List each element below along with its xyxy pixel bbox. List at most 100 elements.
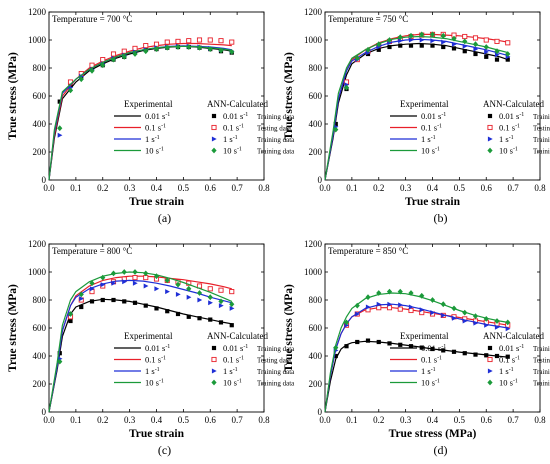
- marker-square-open: [211, 356, 217, 363]
- marker-square: [473, 51, 478, 57]
- marker-square-open: [186, 38, 192, 44]
- marker-square-open: [462, 33, 468, 40]
- legend-rate-exponent: -1: [161, 124, 166, 130]
- marker-diamond: [207, 294, 213, 301]
- legend-ann-rate-exponent: -1: [233, 367, 238, 373]
- legend-rate-label: 1 s-1: [421, 366, 436, 376]
- marker-square-open: [229, 39, 235, 45]
- marker-diamond: [132, 269, 138, 275]
- marker-square: [387, 341, 392, 346]
- legend-ann-rate-label: 1 s-1: [499, 134, 514, 144]
- marker-diamond: [343, 319, 350, 326]
- legend-ann-rate-label: 1 s-1: [499, 366, 514, 376]
- marker-square: [376, 339, 381, 345]
- marker-diamond: [483, 44, 489, 50]
- marker-square: [122, 299, 127, 304]
- x-axis-label: True strain: [129, 196, 185, 208]
- legend-data-type: Training data: [257, 113, 295, 121]
- legend-data-type: Testing data: [533, 357, 550, 365]
- x-tick-label: 0.0: [319, 183, 331, 193]
- panel-label: (d): [434, 443, 448, 457]
- y-axis-label: True stress (MPa): [7, 52, 19, 140]
- marker-diamond: [143, 270, 149, 277]
- marker-square-open: [229, 289, 235, 295]
- y-tick-label: 200: [33, 379, 47, 389]
- legend-rate-label: 10 s-1: [145, 146, 164, 156]
- marker-triangle: [473, 320, 479, 326]
- marker-triangle: [175, 291, 181, 297]
- legend-ann-rate-exponent: -1: [233, 135, 238, 141]
- marker-square: [376, 47, 381, 52]
- legend-rate-exponent: -1: [441, 344, 446, 350]
- marker-square: [387, 44, 392, 50]
- legend-ann-title: ANN-Calculated: [207, 99, 268, 109]
- legend-rate-exponent: -1: [435, 379, 440, 385]
- marker-diamond: [67, 311, 74, 317]
- marker-diamond: [333, 126, 339, 133]
- marker-diamond: [186, 285, 192, 292]
- marker-diamond: [110, 270, 117, 277]
- marker-square-open: [164, 39, 170, 45]
- legend-ann-title: ANN-Calculated: [207, 331, 268, 341]
- marker-diamond: [229, 49, 235, 55]
- x-tick-label: 0.7: [232, 415, 244, 425]
- legend-ann-rate-label: 0.01 s-1: [223, 111, 248, 121]
- y-tick-label: 1000: [28, 267, 47, 277]
- marker-square-open: [121, 48, 127, 54]
- y-tick-label: 1200: [28, 239, 47, 249]
- marker-square: [154, 306, 159, 311]
- marker-square: [419, 345, 424, 350]
- legend-rate-exponent: -1: [155, 367, 160, 373]
- legend-ann-rate-label: 10 s-1: [499, 378, 518, 388]
- legend-ann-rate-exponent: -1: [519, 344, 524, 350]
- legend-experimental-title: Experimental: [400, 99, 449, 109]
- marker-triangle: [451, 315, 457, 321]
- marker-diamond: [164, 277, 170, 284]
- y-tick-label: 400: [33, 119, 47, 129]
- marker-triangle: [487, 136, 493, 142]
- marker-diamond: [451, 35, 457, 42]
- marker-square: [208, 317, 213, 322]
- marker-diamond: [386, 288, 393, 295]
- marker-square: [487, 345, 493, 351]
- marker-triangle: [218, 303, 224, 309]
- legend-rate-exponent: -1: [437, 124, 442, 130]
- marker-triangle: [89, 286, 95, 292]
- legend-rate-exponent: -1: [155, 135, 160, 141]
- marker-square: [484, 353, 489, 358]
- marker-triangle: [143, 283, 149, 289]
- legend-ann-title: ANN-Calculated: [483, 331, 544, 341]
- marker-square: [344, 344, 349, 349]
- marker-square: [197, 316, 202, 321]
- legend-data-type: Training data: [533, 113, 550, 121]
- marker-diamond: [505, 51, 511, 57]
- y-tick-label: 1200: [28, 7, 47, 17]
- marker-diamond: [218, 47, 224, 54]
- x-tick-label: 0.5: [454, 183, 466, 193]
- x-tick-label: 0.7: [508, 183, 520, 193]
- legend-data-type: Training data: [257, 345, 295, 353]
- y-tick-label: 1000: [304, 267, 323, 277]
- marker-square-open: [211, 124, 217, 131]
- marker-diamond: [343, 84, 350, 91]
- marker-square: [430, 346, 435, 352]
- marker-square-open: [494, 38, 500, 44]
- y-tick-label: 1000: [28, 35, 47, 45]
- marker-triangle: [355, 311, 360, 317]
- marker-diamond: [451, 305, 457, 312]
- marker-triangle: [111, 280, 117, 286]
- marker-triangle: [79, 296, 84, 302]
- marker-diamond: [153, 46, 160, 52]
- x-axis-label: True strain: [405, 196, 461, 208]
- panel-1: 0.0 0.1 0.2 0.3 0.4 0.5 0.6 0.7 0.8 0 200 400 600 800…: [7, 7, 295, 225]
- marker-square: [68, 318, 73, 324]
- panel-label: (c): [158, 443, 171, 457]
- panel-2: 0.0 0.1 0.2 0.3 0.4 0.5 0.6 0.7 0.8 0 200 400 600 800…: [283, 7, 550, 225]
- series-line-10: [48, 271, 233, 413]
- marker-square: [494, 57, 500, 62]
- marker-triangle: [487, 368, 493, 374]
- marker-square: [451, 349, 457, 354]
- marker-diamond: [483, 316, 489, 322]
- series-line-1: [48, 279, 232, 413]
- legend-ann-rate-exponent: -1: [515, 356, 520, 362]
